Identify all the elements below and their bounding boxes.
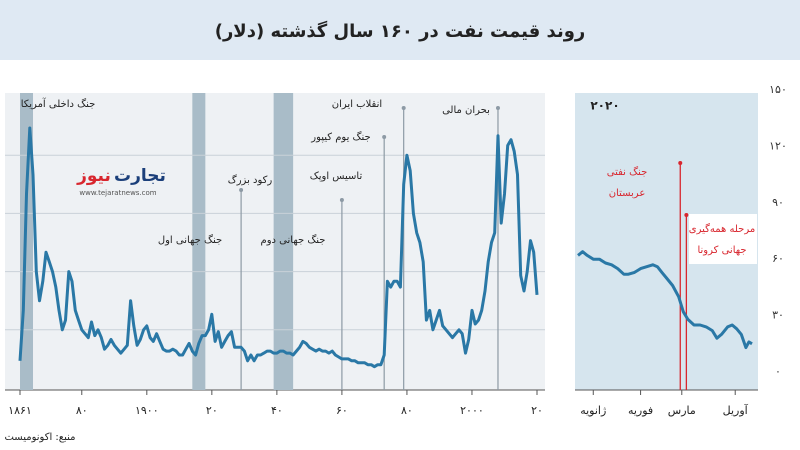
x-tick-label: ۱۸۶۱ — [8, 404, 32, 417]
x-tick-label: ۶۰ — [336, 404, 348, 417]
y-tick-label: ۳۰ — [772, 309, 784, 322]
source: منبع: اکونومیست — [4, 432, 75, 443]
logo-secondary: نیوز — [76, 166, 111, 186]
shaded-band — [273, 93, 294, 390]
x-tick-label: آوریل — [723, 403, 749, 417]
x-tick-label: ۸۰ — [76, 404, 88, 417]
y-tick-label: ۱۵۰ — [769, 83, 787, 96]
x-tick-label: ۲۰۰۰ — [460, 404, 484, 417]
header-bar — [0, 0, 800, 60]
logo-primary: تجارت — [114, 166, 166, 186]
event-label: مرحله همه‌گیری — [689, 223, 755, 235]
annotation-bg — [689, 214, 757, 264]
event-dot — [239, 188, 244, 192]
event-label: جنگ نفتی — [607, 166, 648, 178]
y-tick-label: ۱۲۰ — [769, 139, 787, 152]
event-label: جهانی کرونا — [697, 245, 746, 256]
event-dot — [339, 198, 344, 202]
chart-title: روند قیمت نفت در ۱۶۰ سال گذشته (دلار) — [215, 20, 586, 42]
event-dot — [382, 135, 387, 139]
x-tick-label: ۲۰ — [531, 404, 543, 417]
event-label: انقلاب ایران — [332, 99, 382, 110]
x-tick-label: ژانویه — [580, 404, 606, 417]
x-tick-label: ۴۰ — [271, 404, 283, 417]
price-line — [18, 126, 539, 369]
y-tick-label: ۹۰ — [772, 196, 784, 209]
event-label: عربستان — [609, 188, 646, 199]
x-tick-label: فوریه — [628, 404, 653, 417]
event-label: رکود بزرگ — [228, 173, 273, 186]
event-dot — [495, 106, 500, 110]
band-label: جنگ جهانی دوم — [261, 234, 326, 246]
y-tick-label: ۰ — [775, 365, 781, 378]
x-tick-label: ۱۹۰۰ — [135, 404, 159, 417]
band-label: جنگ جهانی اول — [158, 234, 222, 246]
y-tick-label: ۶۰ — [772, 252, 784, 265]
price-line — [577, 250, 753, 350]
event-label: جنگ یوم کیپور — [310, 131, 370, 143]
event-dot — [684, 213, 689, 217]
band-label: جنگ داخلی آمریکا — [21, 97, 96, 110]
x-tick-label: ۸۰ — [401, 404, 413, 417]
shaded-band — [192, 93, 206, 390]
event-label: بحران مالی — [442, 105, 490, 116]
event-label: تاسیس اوپک — [310, 171, 363, 182]
event-dot — [401, 106, 406, 110]
x-tick-label: مارس — [668, 404, 696, 417]
x-tick-label: ۲۰ — [206, 404, 218, 417]
logo-url: www.tejaratnews.com — [79, 189, 156, 197]
panel-title: ۲۰۲۰ — [590, 99, 619, 113]
event-dot — [678, 161, 683, 165]
